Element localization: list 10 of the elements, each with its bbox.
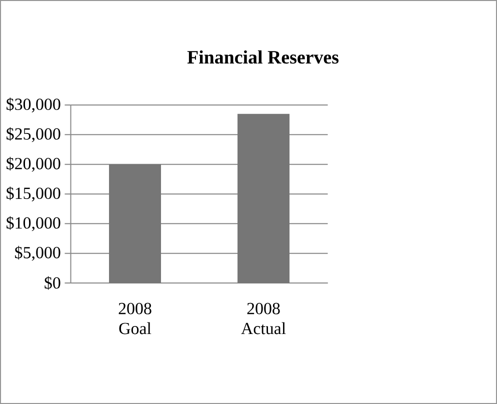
y-tick-label: $25,000 [6, 127, 60, 142]
y-tick-label: $30,000 [6, 98, 60, 112]
y-tick-label: $20,000 [6, 156, 60, 172]
chart-title: Financial Reserves [187, 50, 339, 64]
y-tick-label: $10,000 [6, 216, 60, 232]
x-tick-label: 2008 Actual [241, 302, 286, 334]
y-tick-label: $0 [44, 276, 60, 290]
y-tick-label: $5,000 [15, 246, 60, 261]
x-tick-label: 2008 Goal [118, 302, 152, 334]
y-tick-label: $15,000 [6, 186, 60, 202]
